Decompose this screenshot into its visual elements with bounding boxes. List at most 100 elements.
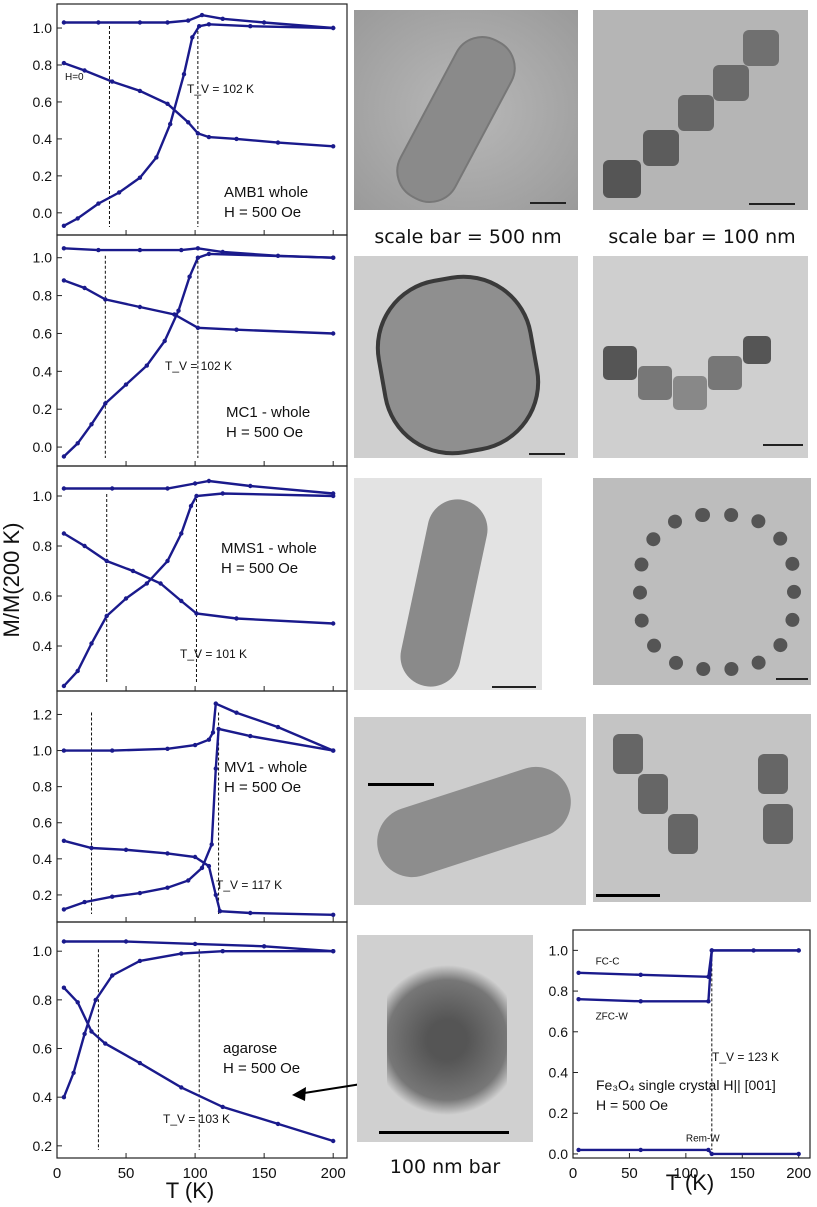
- data-point: [275, 140, 281, 145]
- y-tick-label: 0.6: [33, 588, 53, 604]
- data-point: [217, 909, 223, 914]
- micrograph-mc1-cell: [354, 256, 578, 458]
- y-tick-label: 0.2: [33, 168, 53, 184]
- data-point: [234, 710, 239, 715]
- data-point: [165, 486, 170, 491]
- data-point: [192, 854, 198, 860]
- data-point: [61, 1095, 67, 1100]
- data-point: [796, 948, 801, 953]
- panel-label-line-1: MC1 - whole: [226, 404, 310, 421]
- pointer-arrow-head: [292, 1087, 306, 1101]
- data-point: [61, 939, 67, 944]
- data-point: [137, 1060, 143, 1066]
- data-point: [190, 35, 195, 40]
- data-point: [248, 483, 253, 489]
- y-tick-label: 0.8: [33, 538, 53, 554]
- micrograph-mv1-chain: [593, 714, 811, 902]
- data-point: [220, 491, 225, 496]
- data-point: [158, 581, 163, 586]
- y-tick-label: 0.8: [549, 983, 569, 999]
- x-tick-label: 200: [321, 1165, 346, 1182]
- data-point: [110, 748, 115, 753]
- process-label-rem-w: Rem-W: [686, 1134, 720, 1145]
- plot-frame: [56, 921, 348, 1159]
- data-point: [75, 216, 80, 221]
- data-point: [206, 863, 212, 869]
- data-point: [331, 949, 336, 954]
- x-tick-label: 0: [53, 1165, 61, 1182]
- y-axis-label: M/M(200 K): [0, 523, 24, 638]
- data-point: [234, 136, 239, 142]
- y-tick-label: 0.4: [33, 131, 53, 147]
- verwey-annotation: T_V = 123 K: [712, 1050, 779, 1064]
- data-point: [103, 1041, 108, 1046]
- data-point: [103, 297, 108, 302]
- data-point: [165, 851, 170, 856]
- panel-agarose: 0.2 0.4 0.6 0.8 1.0 0 50 100 150 200 agarose H = 50…: [33, 921, 348, 1182]
- micrograph-agarose-particles: [357, 935, 533, 1142]
- data-point: [61, 907, 67, 912]
- h-zero-label: H=0: [65, 72, 84, 83]
- data-point: [75, 668, 80, 674]
- data-point: [181, 72, 187, 77]
- y-tick-label: 0.8: [33, 779, 53, 795]
- panel-label-line-1: AMB1 whole: [224, 184, 308, 201]
- y-tick-label: 0.6: [549, 1024, 569, 1040]
- data-point: [89, 641, 94, 646]
- data-point: [194, 493, 199, 499]
- panel-label-line-2: H = 500 Oe: [226, 424, 303, 441]
- data-point: [220, 1104, 225, 1110]
- data-point: [103, 401, 108, 406]
- data-point: [199, 865, 205, 871]
- data-point: [195, 325, 201, 330]
- data-point: [261, 944, 267, 949]
- plot-frame: [572, 929, 811, 1159]
- panel-label-line-1: Fe₃O₄ single crystal H|| [001]: [596, 1077, 776, 1093]
- x-tick-label: 100: [183, 1165, 208, 1182]
- caption-100nm-bar: 100 nm bar: [389, 1156, 501, 1178]
- data-point: [331, 748, 336, 753]
- data-point: [206, 134, 212, 140]
- data-point: [638, 999, 643, 1004]
- y-tick-label: 0.6: [33, 1041, 53, 1057]
- data-point: [195, 246, 201, 251]
- data-point: [706, 1147, 711, 1153]
- data-point: [187, 274, 192, 279]
- data-point: [89, 1029, 94, 1034]
- verwey-annotation: T_V = 101 K: [180, 647, 247, 661]
- x-tick-label: 150: [730, 1165, 755, 1182]
- data-point: [206, 251, 212, 257]
- y-tick-label: 0.8: [33, 288, 53, 304]
- data-point: [220, 949, 225, 954]
- micrograph-amb1-chain: [593, 10, 808, 210]
- data-point: [206, 478, 212, 484]
- y-tick-label: 0.6: [33, 815, 53, 831]
- data-point: [165, 885, 170, 890]
- data-point: [144, 581, 149, 586]
- data-point: [137, 175, 143, 180]
- micrograph-mc1-chain: [593, 256, 808, 458]
- panel-fe3o4-inset: 0.0 0.2 0.4 0.6 0.8 1.0 0 50 100 150 200 Fe₃O₄ sing…: [549, 929, 811, 1182]
- data-point: [331, 255, 336, 260]
- data-point: [261, 20, 267, 25]
- data-point: [576, 970, 581, 975]
- data-point: [192, 941, 198, 947]
- data-point: [248, 910, 253, 916]
- data-point: [137, 88, 143, 94]
- data-point: [165, 20, 170, 25]
- data-point: [709, 948, 714, 953]
- data-point: [110, 486, 115, 491]
- data-point: [104, 613, 109, 619]
- data-point: [220, 16, 225, 21]
- y-tick-label: 0.8: [33, 992, 53, 1008]
- data-point: [709, 1151, 714, 1157]
- data-point: [71, 1070, 76, 1076]
- y-tick-label: 1.0: [33, 488, 53, 504]
- micrograph-amb1-cell: [354, 10, 578, 210]
- data-point: [168, 121, 173, 127]
- data-point: [206, 22, 212, 27]
- data-point: [210, 730, 216, 735]
- series-line-1: [63, 701, 334, 752]
- x-tick-label: 200: [786, 1165, 811, 1182]
- data-point: [61, 278, 67, 283]
